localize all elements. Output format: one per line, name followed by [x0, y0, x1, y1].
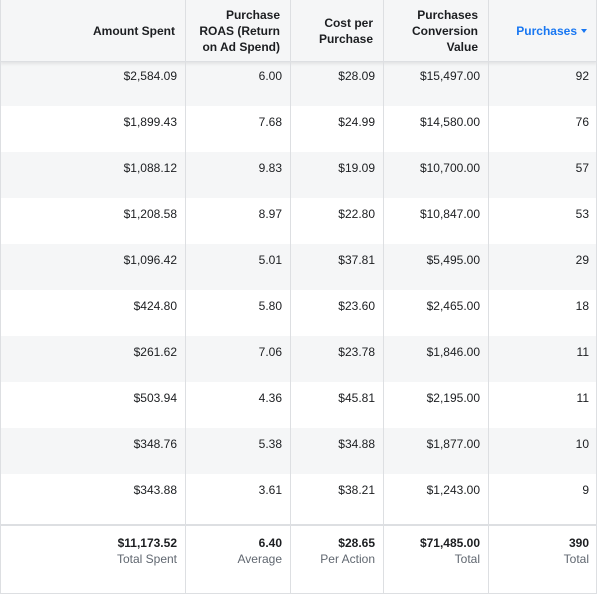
table-row — [0, 62, 597, 106]
column-divider — [383, 0, 384, 594]
table-cell: 57 — [575, 161, 589, 175]
table-cell: 3.61 — [258, 483, 282, 497]
column-header: Amount Spent — [33, 0, 183, 62]
table-cell: 11 — [576, 391, 589, 405]
table-row — [0, 198, 597, 244]
table-cell: 7.06 — [258, 345, 282, 359]
header-label: Purchase ROAS (Return on Ad Spend) — [199, 8, 280, 54]
sort-caret[interactable] — [581, 29, 587, 33]
header-label: Cost per Purchase — [318, 16, 373, 46]
table-cell: $14,580.00 — [419, 115, 480, 129]
column-divider — [0, 0, 1, 594]
table-cell: $22.80 — [338, 207, 375, 221]
total-label: Total — [454, 552, 480, 566]
table-cell: 92 — [575, 69, 589, 83]
table-cell: $348.76 — [133, 437, 177, 451]
table-cell: 7.68 — [258, 115, 282, 129]
table-row — [0, 152, 597, 198]
table-cell: 9.83 — [258, 161, 282, 175]
table-cell: $1,088.12 — [123, 161, 177, 175]
header-label: Purchases Conversion Value — [411, 8, 478, 54]
table-cell: 9 — [582, 483, 589, 497]
total-value: 6.40 — [258, 536, 282, 550]
table-row — [0, 290, 597, 336]
table-row — [0, 428, 597, 474]
table-header — [0, 0, 597, 62]
table-cell: $2,465.00 — [426, 299, 480, 313]
column-header: Purchases Conversion Value — [386, 0, 486, 62]
table-cell: $424.80 — [133, 299, 177, 313]
table-cell: 8.97 — [258, 207, 282, 221]
total-label: Total Spent — [116, 552, 177, 566]
table-cell: $1,899.43 — [123, 115, 177, 129]
table-cell: $24.99 — [338, 115, 375, 129]
table-cell: $37.81 — [338, 253, 375, 267]
table-cell: $503.94 — [133, 391, 177, 405]
table-row — [0, 474, 597, 520]
table-cell: $1,877.00 — [426, 437, 480, 451]
table-cell: $10,700.00 — [419, 161, 480, 175]
table-row — [0, 336, 597, 382]
column-header[interactable]: Purchases — [495, 0, 595, 62]
header-label: Purchases — [516, 24, 577, 38]
column-divider — [488, 0, 489, 594]
table-cell: 29 — [575, 253, 589, 267]
table-cell: $28.09 — [338, 69, 375, 83]
total-label: Per Action — [320, 552, 375, 566]
total-value: $11,173.52 — [117, 536, 177, 550]
table-row — [0, 244, 597, 290]
table-row — [0, 106, 597, 152]
table-cell: $10,847.00 — [419, 207, 480, 221]
table-row — [0, 382, 597, 428]
table-cell: 53 — [575, 207, 589, 221]
table-cell: 10 — [575, 437, 589, 451]
table-cell: $5,495.00 — [426, 253, 480, 267]
table-cell: $23.78 — [338, 345, 375, 359]
table-cell: 5.80 — [258, 299, 282, 313]
table-cell: $2,195.00 — [426, 391, 480, 405]
table-cell: $2,584.09 — [123, 69, 177, 83]
table-cell: 6.00 — [258, 69, 282, 83]
column-divider — [185, 0, 186, 594]
table-cell: $34.88 — [338, 437, 375, 451]
table-cell: $1,208.58 — [123, 207, 177, 221]
table-cell: 18 — [575, 299, 589, 313]
table-cell: $1,096.42 — [123, 253, 177, 267]
table-cell: $1,243.00 — [426, 483, 480, 497]
table-cell: $45.81 — [338, 391, 375, 405]
table-cell: $19.09 — [338, 161, 375, 175]
table-cell: $23.60 — [338, 299, 375, 313]
table-cell: $38.21 — [338, 483, 375, 497]
table-cell: $1,846.00 — [426, 345, 480, 359]
header-label: Amount Spent — [93, 24, 175, 38]
column-divider — [290, 0, 291, 594]
table-cell: 11 — [576, 345, 589, 359]
total-value: 390 — [568, 536, 589, 550]
column-header: Purchase ROAS (Return on Ad Spend) — [193, 0, 288, 62]
total-label: Average — [237, 552, 282, 566]
total-value: $71,485.00 — [419, 536, 480, 550]
table-cell: $343.88 — [133, 483, 177, 497]
table-cell: 4.36 — [258, 391, 282, 405]
table-cell: 5.01 — [258, 253, 282, 267]
table-cell: 5.38 — [258, 437, 282, 451]
total-value: $28.65 — [338, 536, 375, 550]
table-cell: 76 — [575, 115, 589, 129]
total-label: Total — [563, 552, 589, 566]
table-cell: $261.62 — [133, 345, 177, 359]
column-header: Cost per Purchase — [301, 0, 381, 62]
table-cell: $15,497.00 — [419, 69, 480, 83]
